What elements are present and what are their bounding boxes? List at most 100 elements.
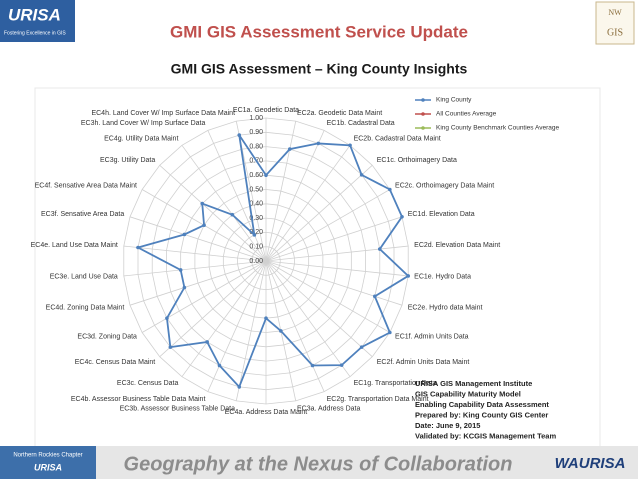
spoke [265, 165, 373, 262]
series-point [237, 385, 242, 389]
legend-marker [421, 112, 425, 116]
info-line: Prepared by: King County GIS Center [415, 410, 548, 419]
spoke [265, 145, 351, 262]
info-line: Enabling Capability Data Assessment [415, 400, 549, 409]
spoke [141, 260, 267, 333]
logo-bottom-right: WAURISA [555, 455, 626, 472]
series-point [205, 340, 209, 344]
category-label: EC2c. Orthoimagery Data Maint [395, 182, 494, 189]
series-point [359, 345, 364, 349]
chapter-logo-box [0, 446, 96, 479]
spoke [129, 216, 267, 262]
series-point [230, 212, 235, 217]
logo-left: URISA [8, 5, 61, 24]
series-point [339, 363, 344, 367]
category-label: EC3h. Land Cover W/ Imp Surface Data [81, 120, 206, 127]
category-label: EC2e. Hydro data Maint [408, 305, 483, 312]
r-tick-label: 0.80 [249, 143, 263, 150]
spoke [123, 260, 267, 277]
category-label: EC3a. Address Data [297, 406, 361, 413]
series-point [377, 247, 382, 251]
series-point [400, 215, 404, 219]
series-point [287, 147, 292, 151]
category-label: EC4g. Utility Data Maint [104, 136, 178, 143]
category-label: EC2d. Elevation Data Maint [414, 242, 500, 249]
category-label: EC3f. Sensative Area Data [41, 211, 124, 218]
category-label: EC2b. Cadastral Data Maint [354, 136, 441, 143]
series-point [373, 294, 377, 299]
series-point [178, 268, 183, 272]
spoke [159, 260, 267, 357]
series-point [252, 233, 257, 237]
logo-right-bottom: GIS [607, 27, 623, 38]
category-label: EC2f. Admin Units Data Maint [377, 359, 470, 366]
r-tick-label: 1.00 [249, 115, 263, 122]
r-tick-label: 0.30 [249, 215, 263, 222]
series-point [217, 363, 222, 368]
legend-label: King County [436, 97, 472, 104]
legend-label: King County Benchmark Counties Average [436, 125, 559, 132]
series-point [310, 363, 315, 368]
r-tick-label: 0.00 [249, 258, 263, 265]
r-tick-label: 0.60 [249, 172, 263, 179]
series-point [279, 329, 283, 333]
category-label: EC1e. Hydro Data [414, 274, 471, 281]
category-label: EC3b. Assessor Business Table Data [120, 406, 236, 413]
category-label: EC4h. Land Cover W/ Imp Surface Data Mai… [91, 110, 235, 117]
chapter-line: Northern Rockies Chapter [13, 453, 82, 459]
spoke [265, 260, 325, 392]
chart-area [34, 87, 601, 449]
series-point [200, 201, 205, 206]
spoke [265, 121, 297, 262]
spoke [265, 260, 373, 357]
spoke [265, 245, 409, 262]
legend-label: All Counties Average [436, 111, 497, 118]
r-tick-label: 0.50 [249, 186, 263, 193]
spoke [129, 260, 267, 306]
series-point [168, 345, 173, 349]
slide-subtitle: GMI GIS Assessment – King County Insight… [171, 61, 468, 77]
series-point [359, 173, 364, 177]
category-label: EC1g. Transportation Data [354, 380, 437, 387]
spoke [181, 145, 267, 262]
spoke [207, 260, 267, 392]
category-label: EC3c. Census Data [117, 380, 179, 387]
logo-right-box [595, 1, 635, 45]
spoke [159, 165, 267, 262]
series-point [388, 187, 392, 192]
spoke [265, 216, 403, 262]
info-line: URISA GIS Management Institute [415, 379, 532, 388]
category-label: EC4b. Assessor Business Table Data Maint [71, 396, 206, 403]
r-tick-label: 0.20 [249, 229, 263, 236]
chapter-line: URISA [34, 462, 62, 472]
spoke [123, 245, 267, 262]
spoke [235, 260, 267, 401]
footer-text: Geography at the Nexus of Collaboration [124, 453, 513, 475]
spoke [265, 260, 391, 333]
category-label: EC2a. Geodetic Data Maint [297, 110, 382, 117]
category-label: EC4c. Census Data Maint [75, 359, 156, 366]
info-line: Validated by: KCGIS Management Team [415, 431, 556, 440]
series-point [264, 316, 268, 321]
category-label: EC1c. Orthoimagery Data [377, 157, 457, 164]
series-point [182, 285, 187, 290]
spoke [265, 260, 351, 377]
footer-band [0, 446, 638, 479]
logo-left-tagline: Fostering Excellence in GIS [4, 30, 66, 36]
info-line: GIS Capability Maturity Model [415, 389, 521, 398]
series-point [237, 133, 242, 137]
spoke [265, 260, 403, 306]
series-point [316, 141, 321, 146]
category-label: EC4e. Land Use Data Maint [31, 242, 118, 249]
slide-title: GMI GIS Assessment Service Update [170, 22, 468, 41]
logo-right-top: NW [608, 8, 622, 17]
info-line: Date: June 9, 2015 [415, 421, 480, 430]
spoke [265, 189, 391, 262]
series-point [406, 274, 411, 278]
category-label: EC1b. Cadastral Data [327, 120, 395, 127]
category-label: EC3d. Zoning Data [77, 333, 137, 340]
series-point [165, 316, 169, 321]
series-point [388, 330, 392, 335]
